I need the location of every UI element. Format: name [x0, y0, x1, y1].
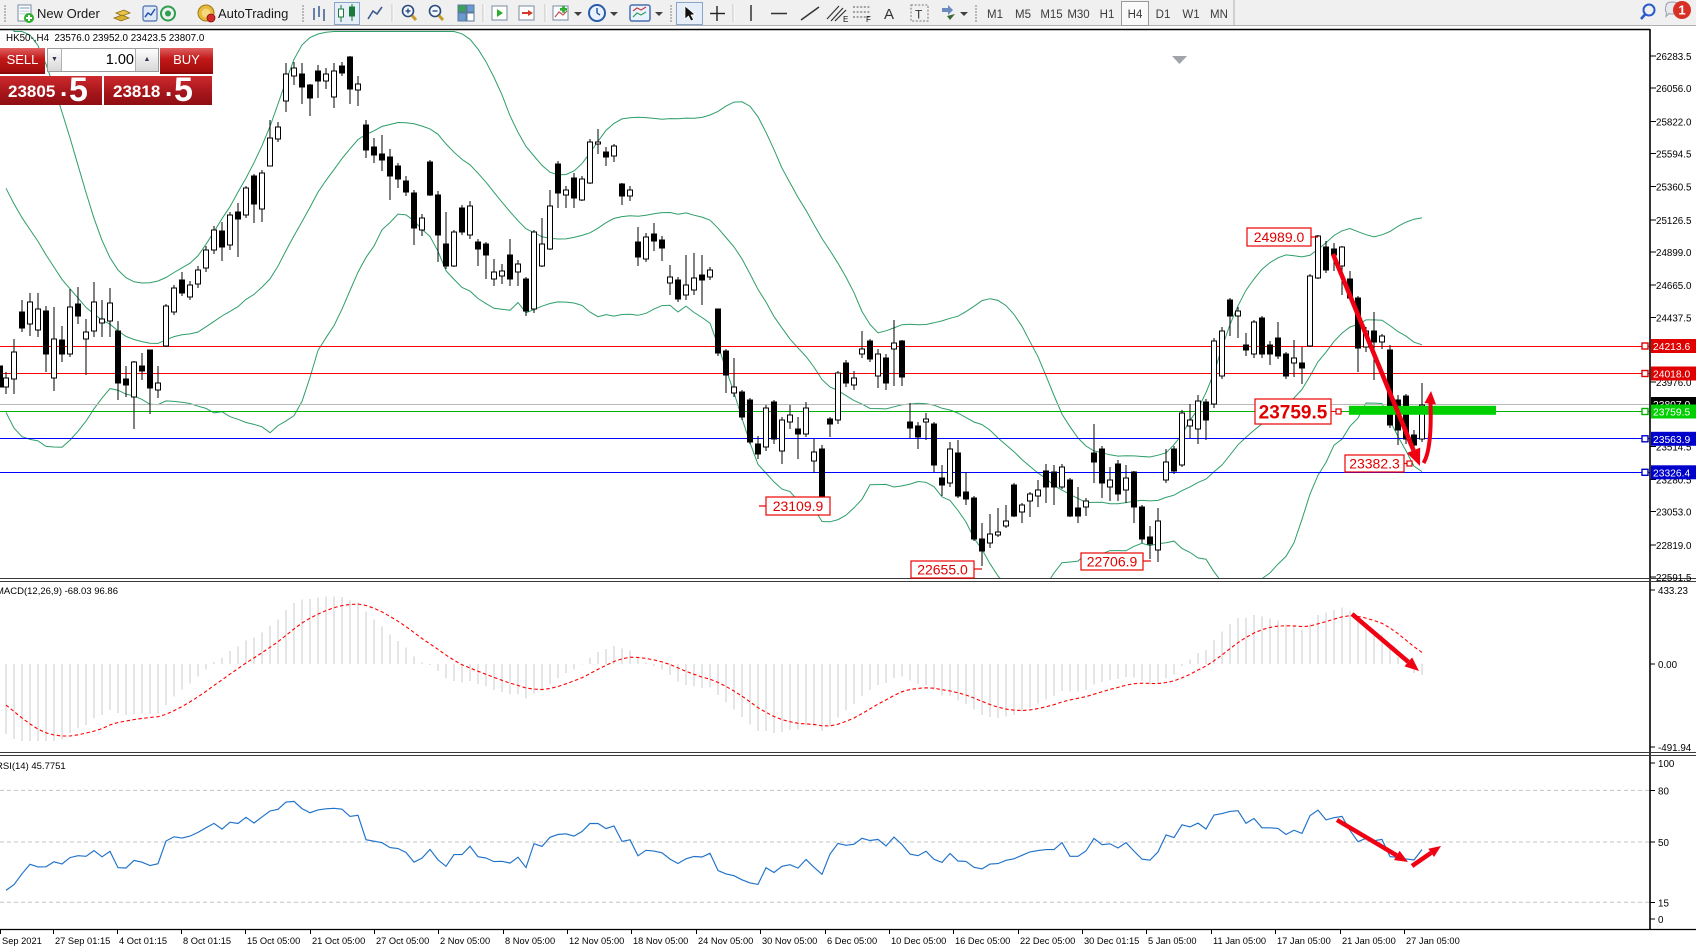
svg-text:22819.0: 22819.0 [1656, 541, 1692, 552]
svg-text:24665.0: 24665.0 [1656, 281, 1692, 292]
svg-text:25126.5: 25126.5 [1656, 216, 1692, 227]
svg-text:23326.4: 23326.4 [1653, 468, 1690, 479]
svg-text:27 Oct 05:00: 27 Oct 05:00 [376, 936, 429, 946]
svg-text:433.23: 433.23 [1658, 586, 1689, 597]
svg-text:M15: M15 [1040, 9, 1062, 21]
svg-text:21 Oct 05:00: 21 Oct 05:00 [312, 936, 365, 946]
svg-text:2 Nov 05:00: 2 Nov 05:00 [440, 936, 490, 946]
svg-text:W1: W1 [1182, 9, 1199, 21]
svg-text:24437.5: 24437.5 [1656, 313, 1692, 324]
svg-text:22 Dec 05:00: 22 Dec 05:00 [1020, 936, 1075, 946]
svg-text:0: 0 [1658, 915, 1664, 926]
svg-text:22706.9: 22706.9 [1087, 554, 1138, 570]
svg-text:23976.0: 23976.0 [1656, 378, 1692, 389]
svg-text:23109.9: 23109.9 [773, 498, 824, 514]
svg-text:MACD(12,26,9) -68.03 96.86: MACD(12,26,9) -68.03 96.86 [0, 586, 118, 597]
svg-text:25360.5: 25360.5 [1656, 183, 1692, 194]
svg-text:4 Oct 01:15: 4 Oct 01:15 [119, 936, 167, 946]
svg-text:22655.0: 22655.0 [917, 562, 968, 578]
svg-text:12 Nov 05:00: 12 Nov 05:00 [569, 936, 624, 946]
svg-text:80: 80 [1658, 787, 1669, 798]
svg-text:50: 50 [1658, 838, 1669, 849]
svg-text:26283.5: 26283.5 [1656, 52, 1692, 63]
svg-text:1: 1 [1678, 3, 1685, 18]
svg-text:24213.6: 24213.6 [1653, 342, 1690, 353]
svg-text:23563.9: 23563.9 [1653, 435, 1690, 446]
svg-text:0.00: 0.00 [1658, 660, 1678, 671]
svg-text:23514.5: 23514.5 [1656, 442, 1692, 453]
svg-text:F: F [866, 15, 871, 24]
svg-text:T: T [915, 8, 923, 22]
svg-text:23759.5: 23759.5 [1653, 408, 1690, 419]
svg-text:23053.0: 23053.0 [1656, 508, 1692, 519]
svg-text:23759.5: 23759.5 [1259, 402, 1328, 423]
svg-text:New Order: New Order [37, 6, 101, 21]
svg-text:A: A [884, 6, 894, 23]
svg-text:18 Nov 05:00: 18 Nov 05:00 [633, 936, 688, 946]
svg-text:100: 100 [1658, 759, 1675, 770]
svg-text:D1: D1 [1156, 9, 1171, 21]
svg-text:24018.0: 24018.0 [1653, 370, 1690, 381]
svg-text:RSI(14) 45.7751: RSI(14) 45.7751 [0, 761, 66, 772]
svg-text:22591.5: 22591.5 [1656, 573, 1692, 584]
svg-text:15 Oct 05:00: 15 Oct 05:00 [247, 936, 300, 946]
svg-text:Sep 2021: Sep 2021 [2, 936, 42, 946]
svg-text:M30: M30 [1067, 9, 1089, 21]
svg-text:H4: H4 [1128, 9, 1143, 21]
svg-text:5 Jan 05:00: 5 Jan 05:00 [1148, 936, 1197, 946]
svg-text:HK50-,H4 23576.0 23952.0 2342: HK50-,H4 23576.0 23952.0 23423.5 23807.0 [6, 33, 205, 44]
svg-text:AutoTrading: AutoTrading [218, 6, 288, 21]
svg-text:8 Oct 01:15: 8 Oct 01:15 [183, 936, 231, 946]
svg-text:27 Sep 01:15: 27 Sep 01:15 [55, 936, 110, 946]
svg-text:10 Dec 05:00: 10 Dec 05:00 [891, 936, 946, 946]
svg-text:11 Jan 05:00: 11 Jan 05:00 [1213, 936, 1266, 946]
svg-text:25822.0: 25822.0 [1656, 117, 1692, 128]
svg-text:E: E [843, 15, 848, 24]
svg-text:30 Dec 01:15: 30 Dec 01:15 [1084, 936, 1139, 946]
svg-text:23382.3: 23382.3 [1349, 456, 1400, 472]
svg-text:24 Nov 05:00: 24 Nov 05:00 [698, 936, 753, 946]
svg-text:26056.0: 26056.0 [1656, 84, 1692, 95]
svg-text:24899.0: 24899.0 [1656, 248, 1692, 259]
svg-text:24989.0: 24989.0 [1254, 229, 1305, 245]
svg-text:17 Jan 05:00: 17 Jan 05:00 [1277, 936, 1331, 946]
svg-text:21 Jan 05:00: 21 Jan 05:00 [1342, 936, 1396, 946]
svg-text:23280.5: 23280.5 [1656, 476, 1692, 487]
svg-text:MN: MN [1210, 9, 1228, 21]
svg-text:6 Dec 05:00: 6 Dec 05:00 [827, 936, 877, 946]
svg-text:30 Nov 05:00: 30 Nov 05:00 [762, 936, 817, 946]
svg-text:H1: H1 [1100, 9, 1115, 21]
svg-text:8 Nov 05:00: 8 Nov 05:00 [505, 936, 555, 946]
svg-text:25594.5: 25594.5 [1656, 150, 1692, 161]
svg-text:M1: M1 [987, 9, 1003, 21]
svg-text:27 Jan 05:00: 27 Jan 05:00 [1406, 936, 1460, 946]
svg-text:M5: M5 [1015, 9, 1031, 21]
svg-text:15: 15 [1658, 898, 1669, 909]
svg-text:-491.94: -491.94 [1658, 743, 1692, 754]
svg-text:16 Dec 05:00: 16 Dec 05:00 [955, 936, 1010, 946]
